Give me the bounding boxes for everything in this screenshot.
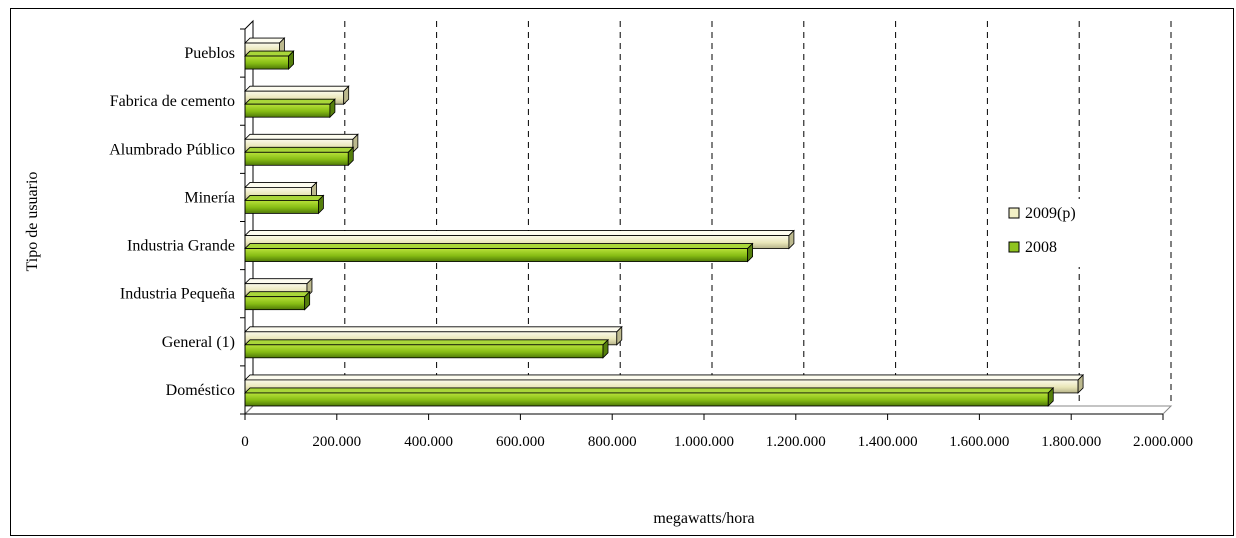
x-tick-label: 800.000 xyxy=(588,434,637,450)
x-tick-label: 2.000.000 xyxy=(1133,434,1193,450)
category-label: Minería xyxy=(184,189,235,206)
x-tick-label: 1.600.000 xyxy=(949,434,1009,450)
x-tick-label: 200.000 xyxy=(312,434,361,450)
x-tick-label: 1.200.000 xyxy=(766,434,826,450)
category-label: Pueblos xyxy=(184,45,235,62)
floor xyxy=(243,405,1173,415)
axes xyxy=(240,28,1164,420)
labels: Pueblos Fabrica de cemento Alumbrado Públi… xyxy=(109,45,1193,450)
bar-2008 xyxy=(244,386,1055,407)
legend: 2009(p) 2008 xyxy=(996,199,1106,267)
legend-swatch xyxy=(1008,241,1020,253)
x-tick-label: 400.000 xyxy=(404,434,453,450)
bar-2008 xyxy=(244,194,325,215)
x-tick-label: 1.400.000 xyxy=(858,434,918,450)
category-label: General (1) xyxy=(162,334,235,351)
y-axis-title: Tipo de usuario xyxy=(24,172,41,272)
bar-2008 xyxy=(244,338,609,359)
x-tick-label: 0 xyxy=(241,434,249,450)
chart-frame: Pueblos Fabrica de cemento Alumbrado Públi… xyxy=(10,8,1234,536)
legend-swatch xyxy=(1008,207,1020,219)
category-label: Doméstico xyxy=(166,382,235,399)
bar-2008 xyxy=(244,50,295,71)
x-axis-title: megawatts/hora xyxy=(653,510,754,527)
bar-2008 xyxy=(244,242,754,263)
x-tick-label: 600.000 xyxy=(496,434,545,450)
legend-label: 2009(p) xyxy=(1025,205,1076,222)
category-label: Industria Pequeña xyxy=(120,286,235,303)
category-label: Industria Grande xyxy=(127,238,235,255)
x-tick-label: 1.800.000 xyxy=(1041,434,1101,450)
bar-2008 xyxy=(244,146,355,167)
category-label: Alumbrado Público xyxy=(109,141,235,158)
bars xyxy=(244,37,1085,407)
bar-chart: Pueblos Fabrica de cemento Alumbrado Públi… xyxy=(24,19,1193,527)
legend-label: 2008 xyxy=(1025,239,1057,256)
bar-2008 xyxy=(244,290,311,311)
category-label: Fabrica de cemento xyxy=(110,93,235,110)
bar-2008 xyxy=(244,98,336,119)
x-tick-label: 1.000.000 xyxy=(674,434,734,450)
